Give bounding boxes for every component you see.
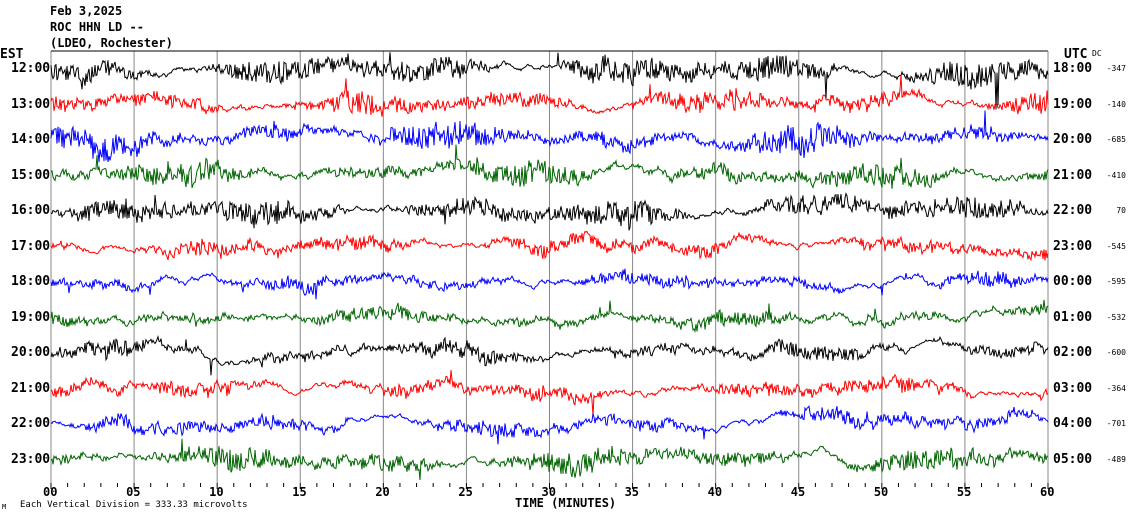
x-tick-label: 00 (43, 485, 58, 499)
x-tick-label: 50 (873, 485, 889, 499)
trace-row-2200 (50, 405, 1049, 445)
location-label: (LDEO, Rochester) (50, 36, 173, 50)
trace-row-2100 (50, 370, 1049, 416)
utc-hour-label: 03:00 (1053, 380, 1093, 396)
trace-row-1400 (50, 110, 1049, 163)
utc-hour-label: 02:00 (1053, 345, 1093, 360)
est-hour-label: 13:00 (11, 96, 51, 112)
dc-offset-value: -545 (1106, 241, 1126, 251)
dc-offset-value: -532 (1106, 312, 1126, 322)
trace-row-1300 (50, 74, 1049, 117)
est-hour-label: 20:00 (11, 345, 51, 360)
trace-row-1800 (50, 268, 1049, 300)
utc-hour-label: 20:00 (1053, 132, 1093, 147)
dc-offset-value: 70 (1116, 206, 1126, 215)
trace-row-2300 (50, 438, 1049, 481)
utc-hour-label: 19:00 (1053, 96, 1093, 112)
dc-offset-value: -489 (1106, 454, 1126, 464)
date-label: Feb 3,2025 (50, 4, 123, 18)
dc-header: DC (1092, 49, 1102, 58)
est-hour-label: 23:00 (11, 451, 51, 467)
trace-row-1500 (50, 144, 1049, 189)
utc-hour-label: 04:00 (1053, 416, 1093, 431)
est-hour-label: 19:00 (11, 309, 51, 325)
x-tick-label: 35 (624, 485, 640, 499)
trace-row-1900 (50, 299, 1049, 333)
x-tick-label: 25 (458, 485, 473, 499)
utc-hour-label: 00:00 (1053, 274, 1093, 289)
trace-row-2000 (50, 335, 1049, 376)
station-label: ROC HHN LD -- (50, 20, 144, 34)
utc-hour-label: 05:00 (1053, 451, 1093, 467)
dc-offset-value: -595 (1106, 277, 1126, 286)
x-tick-label: 10 (209, 485, 224, 499)
x-tick-label: 20 (375, 485, 390, 499)
dc-offset-value: -364 (1106, 383, 1126, 393)
scale-note: Each Vertical Division = 333.33 microvol… (20, 500, 248, 510)
est-hour-label: 14:00 (11, 132, 51, 147)
dc-offset-value: -685 (1106, 135, 1126, 144)
dc-offset-value: -140 (1106, 99, 1126, 109)
x-tick-label: 40 (707, 485, 723, 499)
dc-offset-value: -410 (1106, 170, 1126, 180)
trace-row-1700 (50, 230, 1049, 262)
x-tick-label: 05 (126, 485, 141, 499)
est-hour-label: 16:00 (11, 203, 51, 218)
est-hour-label: 12:00 (11, 61, 51, 76)
trace-row-1200 (50, 52, 1049, 110)
corner-mark: M (2, 503, 7, 511)
est-hour-label: 18:00 (11, 274, 51, 289)
utc-hour-label: 23:00 (1053, 238, 1093, 254)
utc-hour-label: 01:00 (1053, 309, 1093, 325)
utc-hour-label: 21:00 (1053, 167, 1093, 183)
trace-row-1600 (50, 192, 1049, 231)
x-tick-label: 55 (956, 485, 972, 499)
x-tick-label: 60 (1040, 485, 1055, 499)
dc-offset-value: -347 (1106, 64, 1126, 73)
utc-hour-label: 22:00 (1053, 203, 1093, 218)
dc-offset-value: -701 (1106, 419, 1126, 428)
utc-hour-label: 18:00 (1053, 61, 1093, 76)
est-hour-label: 22:00 (11, 416, 51, 431)
est-hour-label: 21:00 (11, 380, 51, 396)
x-axis-title: TIME (MINUTES) (515, 496, 617, 510)
dc-offset-value: -600 (1106, 348, 1126, 357)
right-timezone-label: UTC (1064, 47, 1088, 62)
left-timezone-label: EST (0, 47, 24, 62)
est-hour-label: 17:00 (11, 238, 51, 254)
est-hour-label: 15:00 (11, 167, 51, 183)
x-tick-label: 15 (292, 485, 307, 499)
x-tick-label: 30 (541, 485, 556, 499)
x-tick-label: 45 (790, 485, 806, 499)
